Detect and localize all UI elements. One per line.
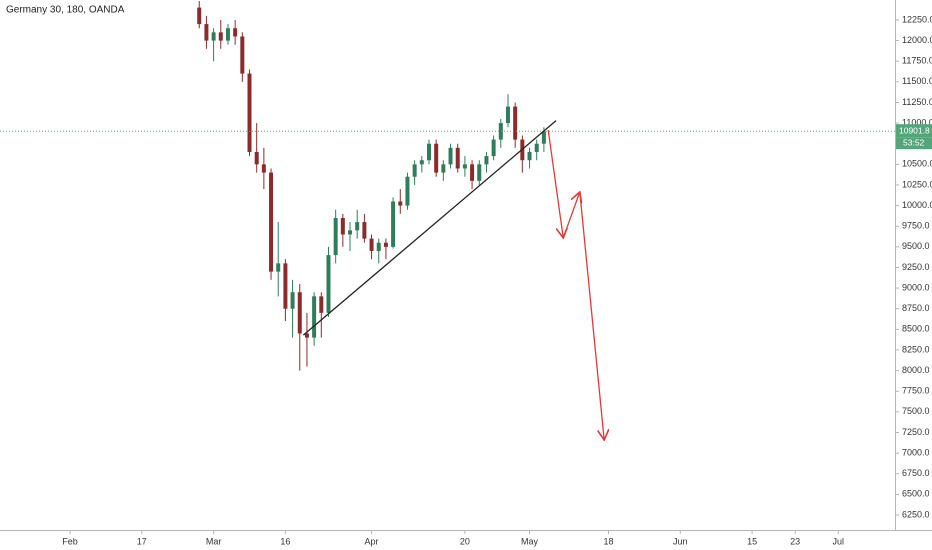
candle-body (405, 176, 410, 206)
forecast-arrow (547, 129, 563, 238)
candle-body (527, 151, 532, 161)
y-tick-label: 12000.0 (902, 35, 932, 45)
candle-body (340, 217, 345, 235)
candle-body (491, 139, 496, 157)
y-tick-label: 8750.0 (902, 303, 930, 313)
candle-body (369, 238, 374, 251)
candle-body (355, 222, 360, 231)
chart-title: Germany 30, 180, OANDA (6, 5, 125, 16)
candle-body (276, 263, 281, 272)
y-tick-label: 11000.0 (902, 117, 932, 127)
candle-body (484, 156, 489, 165)
y-tick-label: 10250.0 (902, 179, 932, 189)
forecast-arrow (579, 191, 604, 440)
candle-body (470, 164, 475, 181)
candle-body (312, 296, 317, 338)
candle-body (462, 164, 467, 169)
candle-body (247, 73, 252, 152)
candle-body (534, 143, 539, 152)
x-tick-label: Jun (673, 536, 688, 546)
candle-body (283, 263, 288, 309)
y-tick-label: 9500.0 (902, 241, 930, 251)
x-tick-label: 16 (280, 536, 290, 546)
y-tick-label: 7000.0 (902, 447, 930, 457)
candle-body (391, 201, 396, 247)
candle-body (348, 230, 353, 235)
candle-body (240, 36, 245, 74)
x-tick-label: Apr (365, 536, 379, 546)
candle-body (434, 143, 439, 173)
y-tick-label: 11750.0 (902, 56, 932, 66)
x-tick-label: Mar (206, 536, 222, 546)
y-tick-label: 7500.0 (902, 406, 930, 416)
y-tick-label: 7750.0 (902, 386, 930, 396)
candle-body (333, 217, 338, 256)
candle-body (326, 255, 331, 313)
candle-body (505, 106, 510, 124)
x-tick-label: May (521, 536, 539, 546)
x-tick-label: 18 (603, 536, 613, 546)
candle-body (319, 296, 324, 313)
x-tick-label: Feb (62, 536, 78, 546)
countdown-label: 53:52 (903, 137, 925, 147)
y-tick-label: 8500.0 (902, 324, 930, 334)
candle-body (225, 28, 230, 41)
candle-body (376, 242, 381, 251)
x-tick-label: 23 (790, 536, 800, 546)
candle-body (254, 151, 259, 165)
candle-body (261, 164, 266, 173)
y-tick-label: 12250.0 (902, 14, 932, 24)
candle-body (362, 222, 367, 239)
candle-body (541, 131, 546, 144)
candle-body (455, 147, 460, 169)
y-tick-label: 10000.0 (902, 200, 932, 210)
y-tick-label: 7250.0 (902, 427, 930, 437)
forecast-arrow (562, 192, 580, 239)
candle-body (477, 164, 482, 181)
candle-body (441, 164, 446, 173)
trendline (302, 120, 557, 336)
y-tick-label: 6750.0 (902, 468, 930, 478)
candle-body (498, 123, 503, 140)
y-tick-label: 10500.0 (902, 159, 932, 169)
candle-body (398, 201, 403, 206)
y-tick-label: 9750.0 (902, 221, 930, 231)
candle-body (233, 28, 238, 37)
x-tick-label: 15 (747, 536, 757, 546)
y-tick-label: 11250.0 (902, 97, 932, 107)
last-price-box (896, 124, 932, 138)
candle-body (383, 242, 388, 247)
last-price-label: 10901.8 (899, 125, 930, 135)
y-tick-label: 8250.0 (902, 344, 930, 354)
candle-body (204, 24, 209, 41)
candle-body (218, 32, 223, 41)
x-tick-label: 20 (460, 536, 470, 546)
y-tick-label: 6500.0 (902, 489, 930, 499)
candle-body (427, 143, 431, 161)
y-tick-label: 9000.0 (902, 282, 930, 292)
candle-body (290, 292, 295, 309)
candle-body (304, 333, 309, 338)
candle-body (211, 32, 216, 41)
x-tick-label: Jul (833, 536, 845, 546)
candle-body (513, 106, 518, 140)
candle-body (412, 164, 417, 177)
x-tick-label: 17 (137, 536, 147, 546)
candle-body (297, 292, 302, 334)
candle-body (269, 172, 274, 272)
countdown-box (896, 137, 932, 150)
y-tick-label: 11500.0 (902, 76, 932, 86)
y-tick-label: 8000.0 (902, 365, 930, 375)
y-tick-label: 6250.0 (902, 509, 930, 519)
y-tick-label: 9250.0 (902, 262, 930, 272)
candle-body (419, 160, 424, 165)
candle-body (197, 7, 202, 25)
candle-body (448, 147, 453, 165)
